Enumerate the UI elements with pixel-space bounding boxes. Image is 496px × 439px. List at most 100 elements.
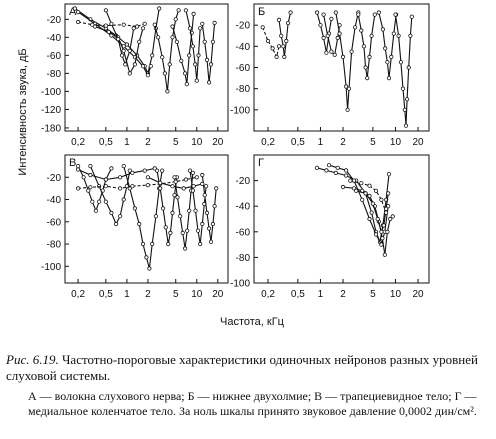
data-point bbox=[375, 216, 380, 222]
data-point bbox=[190, 188, 195, 193]
data-point bbox=[121, 22, 126, 27]
data-point bbox=[383, 210, 389, 215]
data-point bbox=[150, 53, 155, 58]
data-point bbox=[132, 206, 137, 211]
data-point bbox=[390, 214, 395, 219]
panel-letter: Г bbox=[258, 157, 264, 169]
data-point bbox=[118, 186, 123, 191]
data-point bbox=[379, 242, 384, 247]
y-tick-label: -60 bbox=[47, 51, 62, 62]
data-point bbox=[170, 35, 175, 40]
data-point bbox=[142, 21, 147, 26]
series-line bbox=[357, 14, 376, 79]
data-point bbox=[383, 206, 389, 211]
data-point bbox=[343, 168, 349, 173]
data-point bbox=[103, 23, 109, 28]
data-point bbox=[329, 49, 334, 54]
data-point bbox=[86, 188, 91, 193]
data-point bbox=[119, 53, 125, 58]
data-point bbox=[81, 175, 86, 180]
data-point bbox=[380, 236, 385, 241]
y-tick-label: -100 bbox=[230, 279, 250, 290]
data-point bbox=[351, 186, 357, 191]
data-point bbox=[337, 31, 342, 36]
data-point bbox=[195, 228, 201, 233]
data-point bbox=[170, 24, 175, 29]
data-point bbox=[135, 24, 140, 29]
data-point bbox=[106, 29, 111, 34]
panel-b: Б -20 -40 -60 -80 -100 0,2 0,5 1 2 5 10 20 bbox=[230, 3, 430, 148]
data-point bbox=[369, 33, 374, 38]
data-point bbox=[284, 38, 289, 44]
data-point bbox=[376, 10, 381, 15]
data-point bbox=[385, 229, 390, 234]
x-tick-label: 0,2 bbox=[261, 137, 275, 148]
data-point bbox=[367, 54, 372, 60]
x-tick-label: 2 bbox=[145, 137, 151, 148]
figure-svg: А -20 -40 -60 -80 -100 -120 -180 0,2 0,5 1 2 5 10 20 Б… bbox=[17, 3, 430, 328]
y-tick-label: -80 bbox=[236, 84, 251, 95]
caption-legend: А — волокна слухового нерва; Б — нижнее … bbox=[28, 389, 477, 418]
x-tick-label: 10 bbox=[390, 289, 402, 300]
data-point bbox=[187, 26, 193, 31]
y-tick-label: -80 bbox=[236, 253, 251, 264]
data-point bbox=[379, 229, 384, 234]
data-point bbox=[200, 221, 205, 227]
x-tick-label: 2 bbox=[145, 289, 151, 300]
series-line bbox=[189, 170, 207, 245]
panel-letter: Б bbox=[258, 6, 265, 18]
data-point bbox=[359, 181, 364, 186]
data-point bbox=[380, 27, 385, 32]
data-point bbox=[127, 48, 132, 53]
data-point bbox=[326, 163, 332, 168]
data-point bbox=[214, 186, 219, 191]
y-tick-label: -20 bbox=[236, 176, 251, 187]
series-line bbox=[394, 14, 413, 126]
series-line bbox=[201, 174, 217, 242]
x-tick-label: 0,2 bbox=[261, 289, 275, 300]
y-tick-label: -40 bbox=[47, 195, 62, 206]
data-point bbox=[329, 16, 334, 21]
data-point bbox=[200, 181, 205, 186]
data-point bbox=[204, 57, 210, 63]
x-tick-label: 1 bbox=[124, 137, 130, 148]
data-point bbox=[352, 25, 358, 30]
data-point bbox=[382, 252, 387, 257]
data-point bbox=[123, 62, 128, 67]
data-point bbox=[361, 44, 366, 49]
y-tick-label: -40 bbox=[236, 202, 251, 213]
x-tick-label: 20 bbox=[412, 289, 424, 300]
data-point bbox=[185, 228, 190, 233]
data-point bbox=[288, 10, 293, 15]
y-tick-label: -80 bbox=[47, 69, 62, 80]
x-tick-label: 2 bbox=[340, 289, 346, 300]
panel-a: А -20 -40 -60 -80 -100 -120 -180 0,2 0,5 1 2 5 10 20 bbox=[41, 3, 229, 148]
series-line bbox=[201, 22, 216, 83]
data-point bbox=[178, 214, 183, 219]
data-point bbox=[163, 225, 168, 230]
data-point bbox=[365, 76, 370, 81]
x-tick-label: 0,2 bbox=[71, 289, 85, 300]
data-point bbox=[145, 175, 150, 180]
panel-letter: В bbox=[69, 157, 76, 169]
data-point bbox=[183, 8, 188, 13]
data-point bbox=[198, 241, 203, 247]
data-point bbox=[321, 35, 326, 41]
data-point bbox=[340, 184, 346, 190]
y-tick-label: -20 bbox=[47, 15, 62, 26]
data-point bbox=[162, 71, 167, 76]
y-tick-label: -40 bbox=[236, 42, 251, 53]
series-line bbox=[77, 165, 112, 213]
data-point bbox=[158, 180, 163, 185]
y-tick-label: -100 bbox=[230, 105, 250, 116]
x-tick-label: 0,5 bbox=[291, 137, 305, 148]
y-axis-label: Интенсивность звука, дБ bbox=[17, 48, 29, 175]
series-line bbox=[350, 180, 387, 213]
data-point bbox=[130, 170, 135, 175]
series-line bbox=[378, 12, 397, 79]
data-point bbox=[137, 221, 142, 227]
data-point bbox=[363, 191, 368, 196]
y-tick-label: -180 bbox=[41, 123, 61, 134]
data-point bbox=[385, 60, 390, 65]
data-point bbox=[383, 46, 388, 51]
